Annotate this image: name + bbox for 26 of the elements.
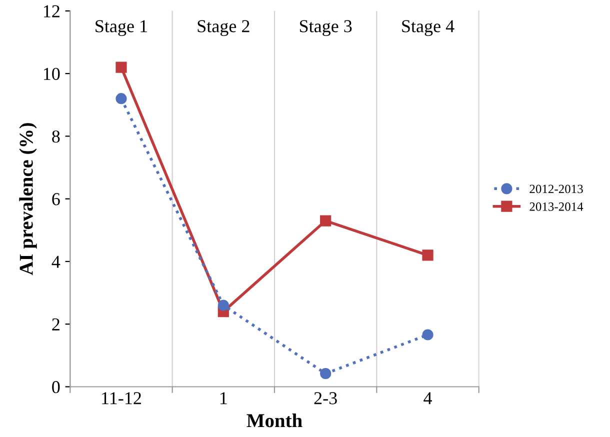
point bbox=[116, 93, 127, 104]
y-tick-label: 0 bbox=[52, 381, 60, 394]
x-tick-label: 11-12 bbox=[102, 392, 141, 404]
y-tick-label: 12 bbox=[44, 5, 60, 18]
x-tick-label: 4 bbox=[424, 392, 432, 404]
x-axis-title: Month bbox=[246, 414, 302, 428]
point bbox=[320, 368, 332, 380]
legend-label: 2013-2014 bbox=[530, 202, 584, 211]
annotation: Stage 4 bbox=[402, 20, 454, 36]
annotation: Stage 1 bbox=[96, 20, 147, 36]
point bbox=[422, 329, 434, 340]
x-tick-label: 1 bbox=[220, 392, 227, 404]
y-tick-label: 8 bbox=[52, 130, 60, 143]
x-tick-label: 2-3 bbox=[314, 392, 337, 404]
annotation: Stage 3 bbox=[300, 20, 352, 36]
legend-label: 2012-2013 bbox=[530, 184, 583, 194]
point bbox=[422, 250, 434, 261]
y-axis-title: AI prevalence (%) bbox=[19, 123, 37, 276]
y-tick-label: 10 bbox=[44, 68, 60, 80]
point bbox=[116, 62, 127, 73]
y-tick-label: 6 bbox=[52, 193, 60, 206]
annotation: Stage 2 bbox=[198, 20, 250, 36]
y-tick-label: 4 bbox=[52, 256, 60, 268]
point bbox=[320, 215, 332, 226]
point bbox=[218, 300, 229, 311]
y-tick-label: 2 bbox=[52, 318, 60, 330]
